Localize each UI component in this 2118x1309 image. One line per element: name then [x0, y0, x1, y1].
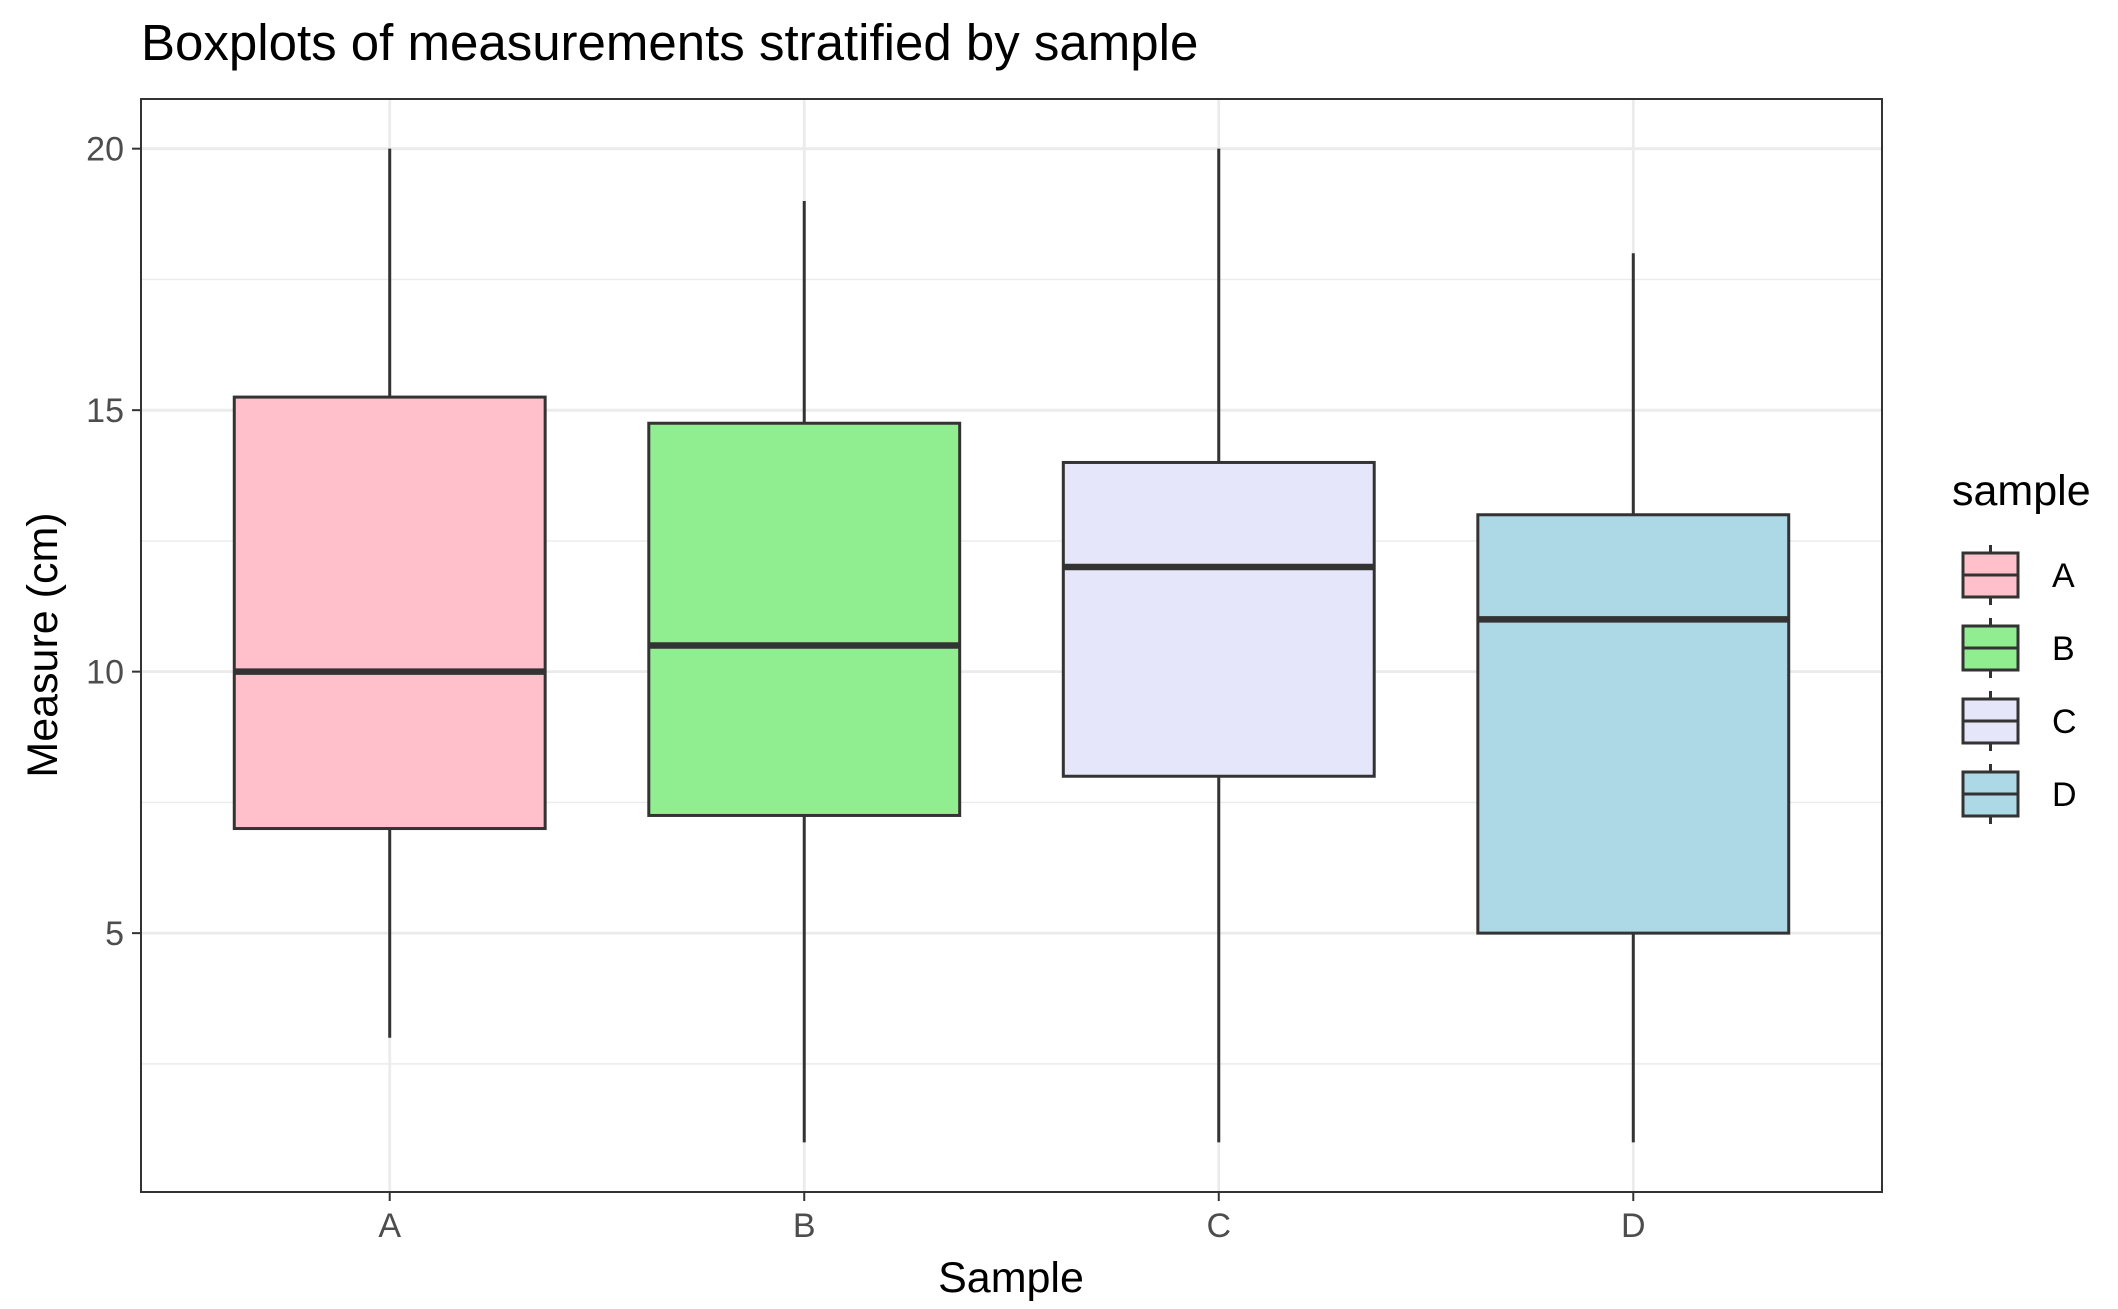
- legend-title: sample: [1952, 467, 2091, 515]
- box-body: [1061, 460, 1376, 778]
- y-tick-label: 10: [86, 654, 124, 692]
- legend-label: D: [2052, 776, 2077, 814]
- axis-layer: 5 10 15 20 A B C D: [86, 131, 1645, 1245]
- box-B: [647, 200, 962, 1143]
- panel-border: [140, 98, 1883, 1193]
- chart-title: Boxplots of measurements stratified by s…: [141, 14, 1198, 71]
- box-A: [232, 148, 547, 1038]
- y-tick-label: 20: [86, 131, 124, 169]
- legend-item-A: A: [1961, 545, 2075, 605]
- x-tick-label: D: [1621, 1207, 1646, 1245]
- box-layer: [232, 148, 1791, 1143]
- legend-item-C: C: [1961, 691, 2077, 751]
- y-tick-label: 15: [86, 392, 124, 430]
- box-D: [1476, 253, 1791, 1143]
- x-tick-label: B: [793, 1207, 816, 1245]
- y-axis-title: Measure (cm): [19, 512, 67, 777]
- legend-item-D: D: [1961, 764, 2077, 824]
- legend-item-B: B: [1961, 618, 2075, 678]
- box-body: [232, 395, 547, 831]
- y-tick-label: 5: [105, 915, 124, 953]
- legend-label: B: [2052, 630, 2075, 668]
- legend-label: A: [2052, 557, 2075, 595]
- box-C: [1061, 148, 1376, 1143]
- box-body: [1476, 513, 1791, 935]
- x-axis-title: Sample: [938, 1254, 1084, 1302]
- x-tick-label: C: [1206, 1207, 1231, 1245]
- box-body: [647, 421, 962, 817]
- legend-label: C: [2052, 703, 2077, 741]
- x-tick-label: A: [378, 1207, 401, 1245]
